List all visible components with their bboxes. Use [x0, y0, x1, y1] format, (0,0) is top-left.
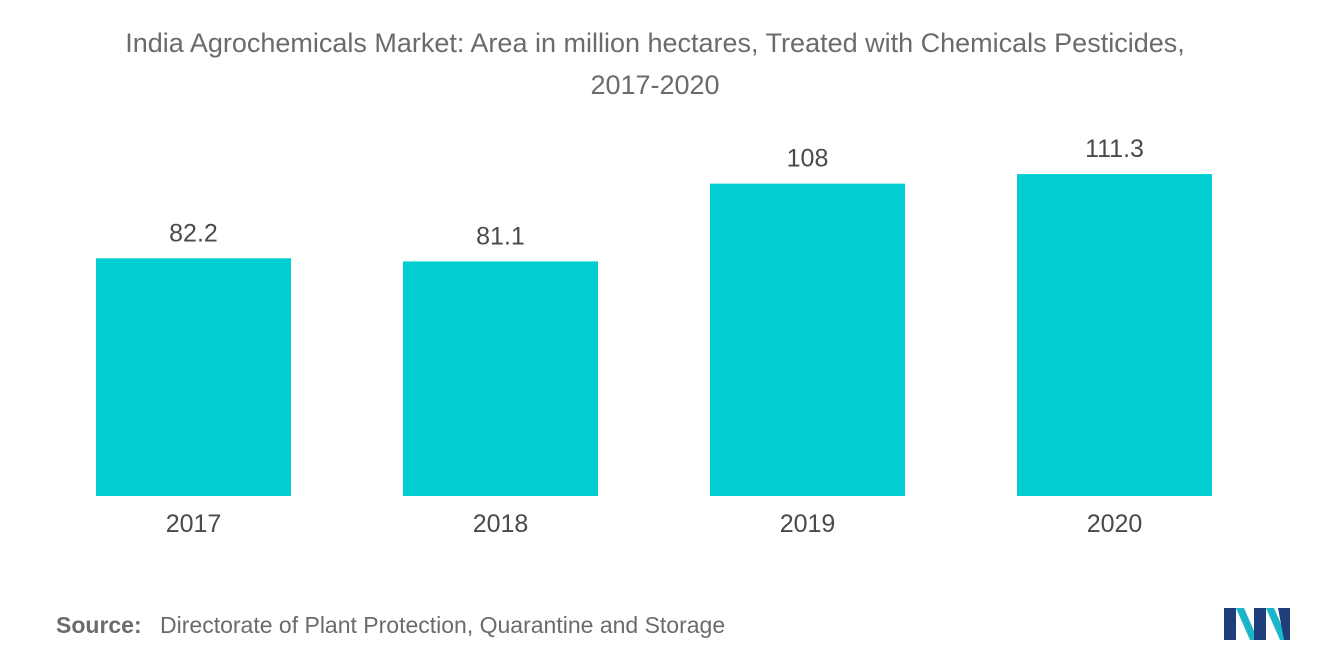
brand-logo-icon: [1224, 608, 1290, 640]
data-label-2018: 81.1: [476, 222, 525, 250]
logo-shape-1: [1224, 608, 1236, 640]
logo-shape-5: [1278, 608, 1290, 640]
chart-title-line-2: 2017-2020: [590, 70, 720, 100]
chart-title: India Agrochemicals Market: Area in mill…: [0, 22, 1310, 106]
x-tick-label-2019: 2019: [780, 510, 836, 538]
source-note: Source: Directorate of Plant Protection,…: [56, 612, 725, 639]
data-label-2017: 82.2: [169, 219, 218, 247]
bar-2017: [96, 258, 291, 496]
x-tick-label-2020: 2020: [1087, 510, 1143, 538]
bar-2019: [710, 183, 905, 496]
bar-2018: [403, 261, 598, 496]
logo-shape-2: [1236, 608, 1258, 640]
source-text: Directorate of Plant Protection, Quarant…: [160, 612, 726, 638]
chart-title-line-1: India Agrochemicals Market: Area in mill…: [125, 28, 1185, 58]
x-tick-label-2017: 2017: [166, 510, 222, 538]
source-label: Source:: [56, 612, 142, 638]
x-tick-label-2018: 2018: [473, 510, 529, 538]
bar-2020: [1017, 174, 1212, 496]
logo-shape-3: [1254, 608, 1266, 640]
data-label-2020: 111.3: [1085, 135, 1144, 163]
data-label-2019: 108: [787, 145, 829, 173]
